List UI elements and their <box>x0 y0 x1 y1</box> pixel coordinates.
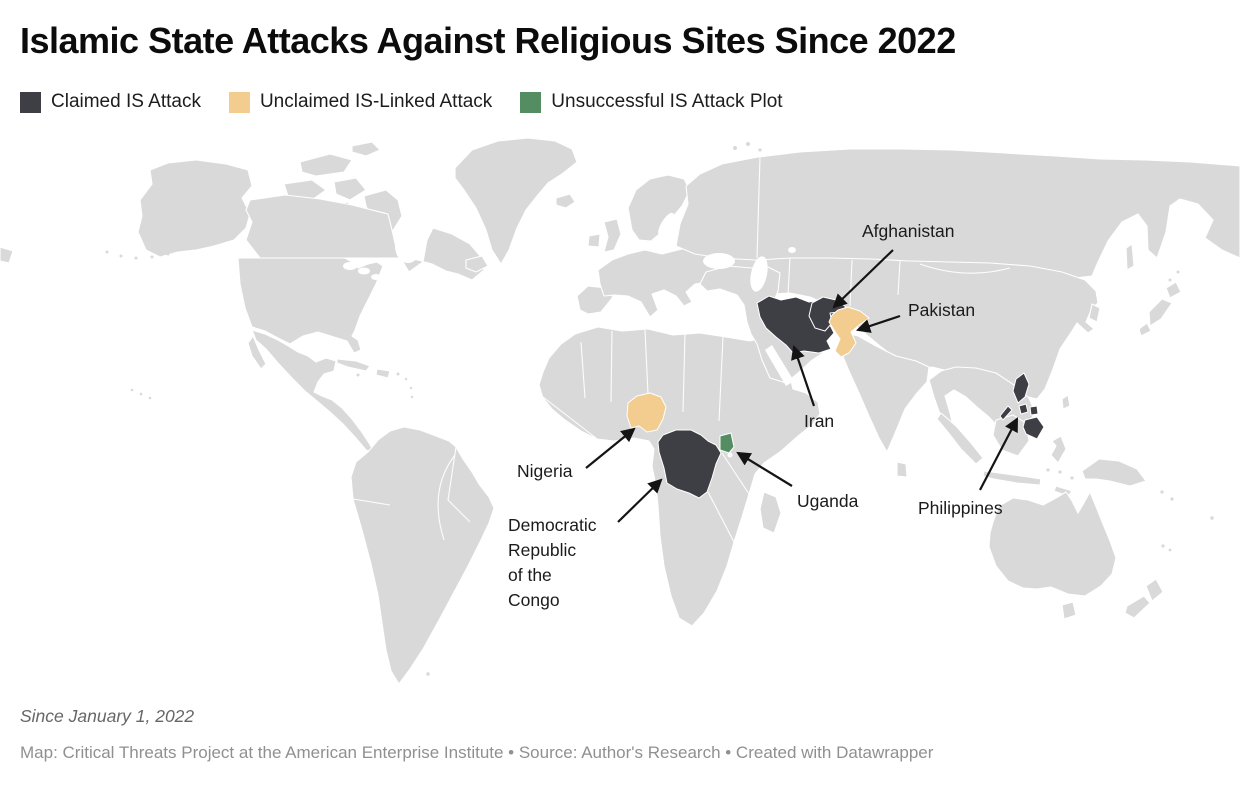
landmass-greenland <box>454 137 578 265</box>
legend-item-unsuccessful: Unsuccessful IS Attack Plot <box>520 91 783 113</box>
landmass-newfoundland <box>465 255 489 273</box>
legend-swatch-unsuccessful <box>520 91 542 113</box>
landmass-taiwan <box>1061 394 1071 410</box>
arrow-iran <box>791 344 816 407</box>
landmass-alaska <box>137 159 253 258</box>
landmass-iceland <box>555 193 576 209</box>
landmass-sri-lanka <box>896 461 908 478</box>
legend-item-claimed: Claimed IS Attack <box>20 91 201 113</box>
black-sea <box>703 253 735 269</box>
hudson-bay <box>395 229 421 263</box>
landmass-australia <box>988 491 1117 597</box>
great-lakes <box>343 262 357 270</box>
legend-swatch-claimed <box>20 91 41 113</box>
legend-label-unclaimed: Unclaimed IS-Linked Attack <box>259 91 493 112</box>
arrow-afghanistan <box>832 249 894 309</box>
great-lakes <box>358 267 370 275</box>
landmass-caribbean <box>336 358 391 379</box>
caspian-sea <box>750 256 768 292</box>
annotation-labels: Afghanistan Pakistan Iran Nigeria Democr… <box>508 221 1003 610</box>
baltic-sea <box>658 212 674 236</box>
landmass-madagascar <box>759 491 782 534</box>
arrow-pakistan <box>855 314 901 333</box>
landmass-new-zealand <box>1124 578 1164 619</box>
lake-victoria <box>727 452 733 458</box>
country-philippines[interactable] <box>999 372 1045 440</box>
footer-note: Since January 1, 2022 <box>20 706 195 726</box>
arrow-philippines <box>979 417 1018 491</box>
landmass-mexico-central-america <box>251 329 375 453</box>
country-borders <box>352 156 1011 543</box>
label-drc-line1: Democratic <box>508 515 597 535</box>
landmass-british-isles <box>587 218 622 253</box>
legend-item-unclaimed: Unclaimed IS-Linked Attack <box>228 91 493 113</box>
svalbard-islands <box>733 142 762 152</box>
aral-sea <box>788 247 796 253</box>
landmass-india <box>837 330 930 453</box>
aleutian-islands <box>105 250 170 400</box>
label-nigeria: Nigeria <box>517 461 573 481</box>
landmass-sakhalin <box>1125 243 1135 271</box>
legend: Claimed IS Attack Unclaimed IS-Linked At… <box>20 91 783 113</box>
country-drc[interactable] <box>657 429 722 499</box>
landmass-south-america <box>350 426 495 685</box>
landmass-tasmania <box>1061 601 1077 620</box>
highlighted-countries <box>626 295 1045 499</box>
label-iran: Iran <box>804 411 834 431</box>
label-philippines: Philippines <box>918 498 1003 518</box>
red-sea <box>765 345 794 386</box>
legend-label-unsuccessful: Unsuccessful IS Attack Plot <box>551 91 783 112</box>
arrow-drc <box>617 478 663 523</box>
page-title: Islamic State Attacks Against Religious … <box>20 20 956 61</box>
antilles-islands <box>356 372 414 399</box>
label-drc-line2: Republic <box>508 540 576 560</box>
annotation-arrows <box>585 249 1018 523</box>
legend-swatch-claimed-rect <box>20 91 41 113</box>
label-afghanistan: Afghanistan <box>862 221 954 241</box>
landmass-korea <box>1088 303 1101 323</box>
landmass-usa <box>237 257 384 354</box>
arrow-nigeria <box>585 427 636 469</box>
landmass-new-guinea <box>1081 458 1147 487</box>
label-uganda: Uganda <box>797 491 859 511</box>
label-drc-line4: Congo <box>508 590 560 610</box>
footer-credit: Map: Critical Threats Project at the Ame… <box>20 743 934 762</box>
legend-label-claimed: Claimed IS Attack <box>51 91 201 112</box>
base-landmasses <box>0 137 1240 685</box>
landmass-indonesia <box>936 412 1073 497</box>
legend-swatch-unsuccessful-rect <box>520 91 542 113</box>
kuril-islands <box>1168 270 1180 282</box>
great-lakes <box>371 274 381 280</box>
landmass-left-edge <box>0 246 14 264</box>
arrow-uganda <box>736 451 793 487</box>
seas-and-lakes <box>343 212 812 458</box>
label-drc-line3: of the <box>508 565 552 585</box>
pacific-islands <box>1160 490 1214 552</box>
landmass-japan <box>1138 281 1182 337</box>
falkland-islands <box>426 672 430 676</box>
label-pakistan: Pakistan <box>908 300 975 320</box>
legend-swatch-unclaimed <box>228 91 250 113</box>
landmass-baja <box>247 335 267 370</box>
moluccas-islands <box>1046 468 1074 480</box>
legend-swatch-unclaimed-rect <box>228 91 250 113</box>
country-nigeria[interactable] <box>626 392 667 433</box>
country-uganda[interactable] <box>719 432 735 454</box>
